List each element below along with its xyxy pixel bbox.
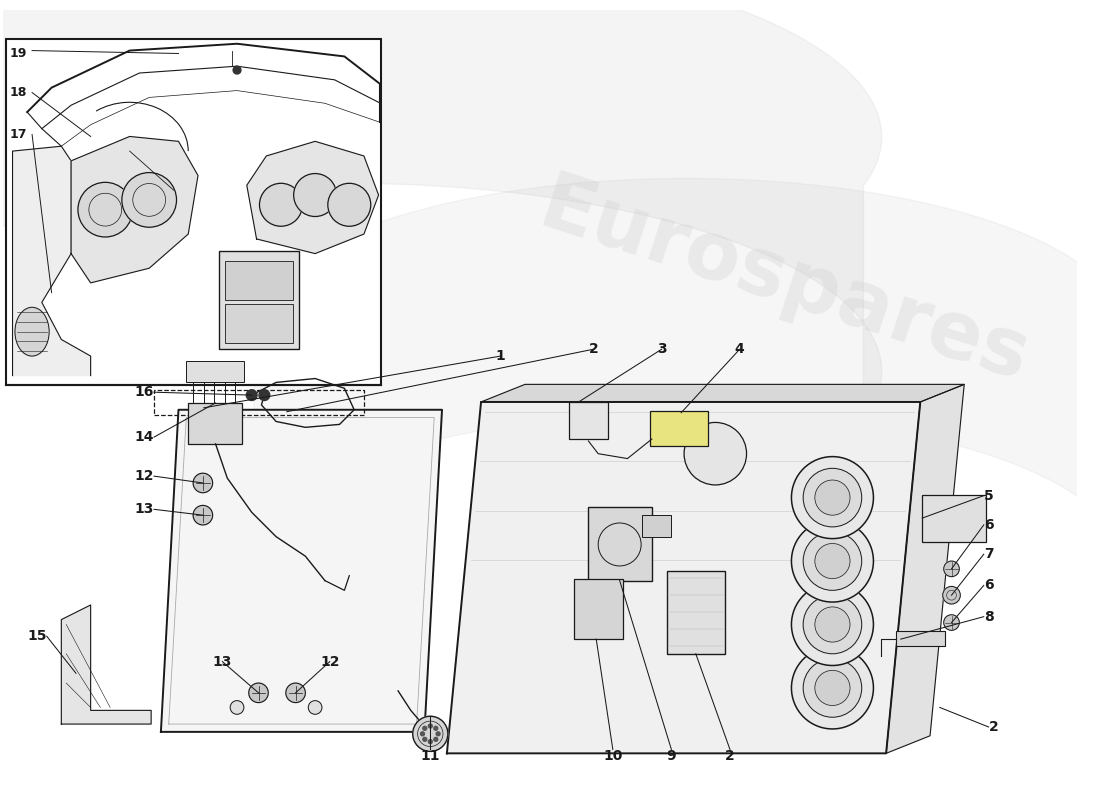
Bar [569, 402, 608, 439]
Text: 2: 2 [989, 720, 999, 734]
Polygon shape [447, 402, 921, 754]
Circle shape [428, 740, 432, 743]
Circle shape [258, 390, 270, 401]
Text: 18: 18 [10, 86, 28, 99]
Text: Eurospares: Eurospares [529, 167, 1038, 398]
Circle shape [328, 183, 371, 226]
Circle shape [412, 716, 448, 751]
Circle shape [233, 66, 241, 74]
Bar [667, 571, 725, 654]
Polygon shape [12, 146, 90, 375]
Circle shape [230, 701, 244, 714]
Text: 1: 1 [496, 349, 506, 363]
Bar [186, 361, 244, 382]
Text: 13: 13 [134, 502, 154, 516]
Bar [588, 507, 652, 581]
Text: 17: 17 [10, 128, 28, 141]
Text: 14: 14 [134, 430, 154, 444]
Circle shape [684, 422, 747, 485]
Text: 16: 16 [134, 385, 154, 399]
Text: 3: 3 [657, 342, 667, 356]
Circle shape [803, 468, 861, 527]
Circle shape [803, 595, 861, 654]
Circle shape [791, 583, 873, 666]
Bar [6, 39, 382, 386]
Bar [226, 304, 293, 343]
Polygon shape [481, 384, 965, 402]
FancyBboxPatch shape [220, 250, 298, 350]
Text: 6: 6 [983, 578, 993, 593]
Circle shape [422, 738, 427, 742]
Text: 13: 13 [212, 654, 232, 669]
Text: a passion for parts 1985: a passion for parts 1985 [546, 442, 827, 554]
Circle shape [420, 732, 425, 736]
Circle shape [943, 586, 960, 604]
Circle shape [803, 532, 861, 590]
Polygon shape [887, 384, 965, 754]
Text: 4: 4 [735, 342, 745, 356]
Text: 15: 15 [28, 630, 46, 643]
Circle shape [249, 683, 268, 702]
Bar [188, 403, 242, 444]
Circle shape [78, 182, 133, 237]
Text: 7: 7 [983, 547, 993, 562]
Text: 6: 6 [983, 518, 993, 532]
Text: 2: 2 [588, 342, 598, 356]
Circle shape [286, 683, 306, 702]
Bar [642, 515, 671, 537]
Text: 12: 12 [134, 469, 154, 483]
Bar [154, 390, 364, 414]
Circle shape [944, 614, 959, 630]
Circle shape [122, 173, 176, 227]
Text: 2: 2 [725, 750, 735, 763]
Circle shape [944, 561, 959, 577]
Polygon shape [72, 137, 198, 283]
Polygon shape [161, 410, 442, 732]
Text: 8: 8 [983, 610, 993, 624]
Polygon shape [62, 605, 151, 724]
Bar [922, 494, 986, 542]
Circle shape [260, 183, 302, 226]
Circle shape [428, 724, 432, 728]
Circle shape [815, 607, 850, 642]
Circle shape [791, 520, 873, 602]
Circle shape [294, 174, 337, 217]
Circle shape [815, 480, 850, 515]
Text: 19: 19 [10, 47, 28, 60]
Text: 12: 12 [320, 654, 340, 669]
Bar [574, 578, 623, 639]
Ellipse shape [15, 307, 50, 356]
Bar [895, 631, 945, 646]
Circle shape [308, 701, 322, 714]
Circle shape [791, 457, 873, 538]
Text: 9: 9 [667, 750, 676, 763]
Circle shape [437, 732, 440, 736]
Circle shape [194, 474, 212, 493]
Polygon shape [246, 142, 378, 254]
Circle shape [815, 543, 850, 578]
Circle shape [803, 658, 861, 718]
Text: 10: 10 [603, 750, 623, 763]
Circle shape [422, 726, 427, 730]
Circle shape [815, 670, 850, 706]
Circle shape [791, 647, 873, 729]
FancyBboxPatch shape [650, 410, 707, 446]
Text: 5: 5 [983, 489, 993, 502]
Bar [226, 262, 293, 301]
Circle shape [194, 506, 212, 525]
Circle shape [246, 390, 257, 401]
Text: 11: 11 [420, 750, 440, 763]
Circle shape [433, 726, 438, 730]
Circle shape [433, 738, 438, 742]
